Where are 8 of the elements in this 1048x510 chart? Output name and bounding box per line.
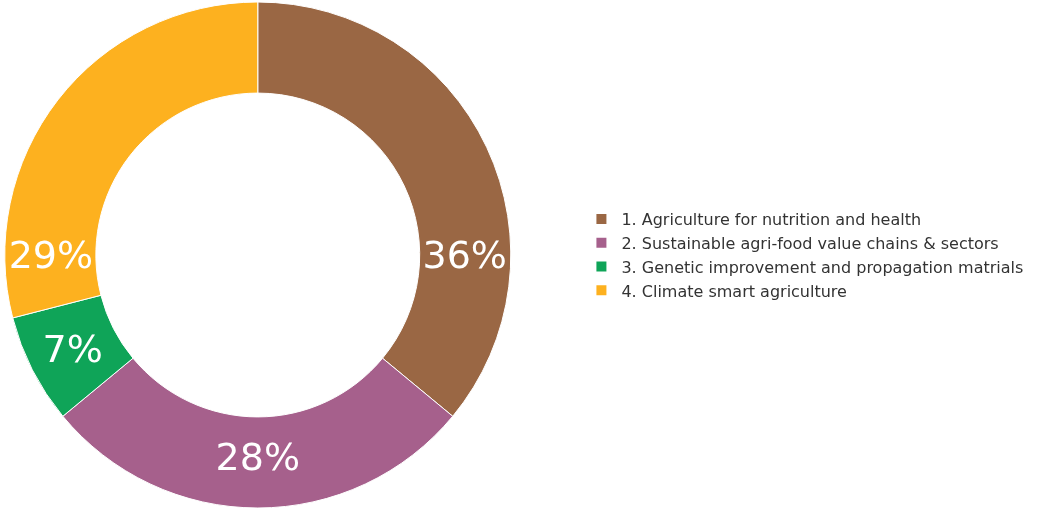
- legend-label: 3. Genetic improvement and propagation matrials: [621, 257, 1024, 277]
- data-label: 29%: [8, 233, 94, 277]
- data-label: 36%: [422, 233, 507, 277]
- data-label: 28%: [215, 434, 301, 479]
- legend-label: 4. Climate smart agriculture: [621, 281, 847, 301]
- legend-label: 1. Agriculture for nutrition and health: [621, 210, 922, 230]
- data-label: 7%: [42, 327, 103, 372]
- legend-label: 2. Sustainable agri-food value chains & sectors: [621, 233, 999, 253]
